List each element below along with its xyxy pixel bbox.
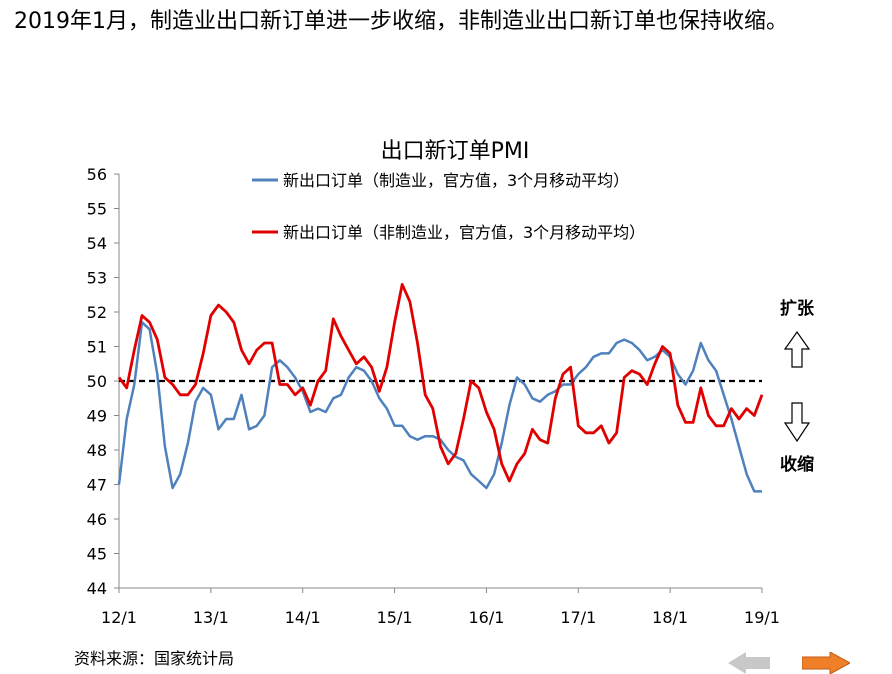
down-arrow-icon xyxy=(783,402,811,443)
legend-label-1: 新出口订单（制造业，官方值，3个月移动平均） xyxy=(283,171,629,190)
x-tick-label: 14/1 xyxy=(285,608,321,627)
x-tick-label: 15/1 xyxy=(377,608,413,627)
y-tick-label: 48 xyxy=(87,441,107,460)
x-tick-label: 19/1 xyxy=(744,608,780,627)
y-tick-label: 45 xyxy=(87,545,107,564)
y-tick-label: 47 xyxy=(87,476,107,495)
series-lines xyxy=(117,282,764,493)
legend-label-2: 新出口订单（非制造业，官方值，3个月移动平均） xyxy=(283,223,645,242)
x-tick-label: 17/1 xyxy=(560,608,596,627)
axes: 44 45 46 47 48 49 50 51 52 53 54 55 56 12/1 13/1 14/1 15… xyxy=(87,165,780,627)
legend: 新出口订单（制造业，官方值，3个月移动平均） 新出口订单（非制造业，官方值，3个月… xyxy=(252,171,645,242)
x-tick-label: 13/1 xyxy=(193,608,229,627)
y-tick-label: 53 xyxy=(87,269,107,288)
prev-arrow-icon[interactable] xyxy=(728,652,770,674)
next-arrow-icon[interactable] xyxy=(802,652,850,674)
y-tick-label: 56 xyxy=(87,165,107,184)
expand-label: 扩张 xyxy=(780,298,815,319)
series-line-2 xyxy=(117,282,764,483)
y-tick-label: 50 xyxy=(87,372,107,391)
up-arrow-icon xyxy=(783,330,811,368)
y-tick-label: 49 xyxy=(87,407,107,426)
chart-title: 出口新订单PMI xyxy=(381,139,530,164)
source-note: 资料来源：国家统计局 xyxy=(74,649,235,668)
contract-label: 收缩 xyxy=(780,454,814,475)
annotations: 扩张 收缩 xyxy=(780,298,815,475)
y-tick-label: 54 xyxy=(87,234,107,253)
x-tick-label: 18/1 xyxy=(652,608,688,627)
headline: 2019年1月，制造业出口新订单进一步收缩，非制造业出口新订单也保持收缩。 xyxy=(14,9,788,34)
y-tick-label: 55 xyxy=(87,200,107,219)
y-tick-label: 52 xyxy=(87,303,107,322)
y-tick-label: 46 xyxy=(87,510,107,529)
y-tick-label: 51 xyxy=(87,338,107,357)
x-tick-label: 12/1 xyxy=(101,608,137,627)
x-tick-label: 16/1 xyxy=(468,608,504,627)
y-tick-label: 44 xyxy=(87,579,107,598)
